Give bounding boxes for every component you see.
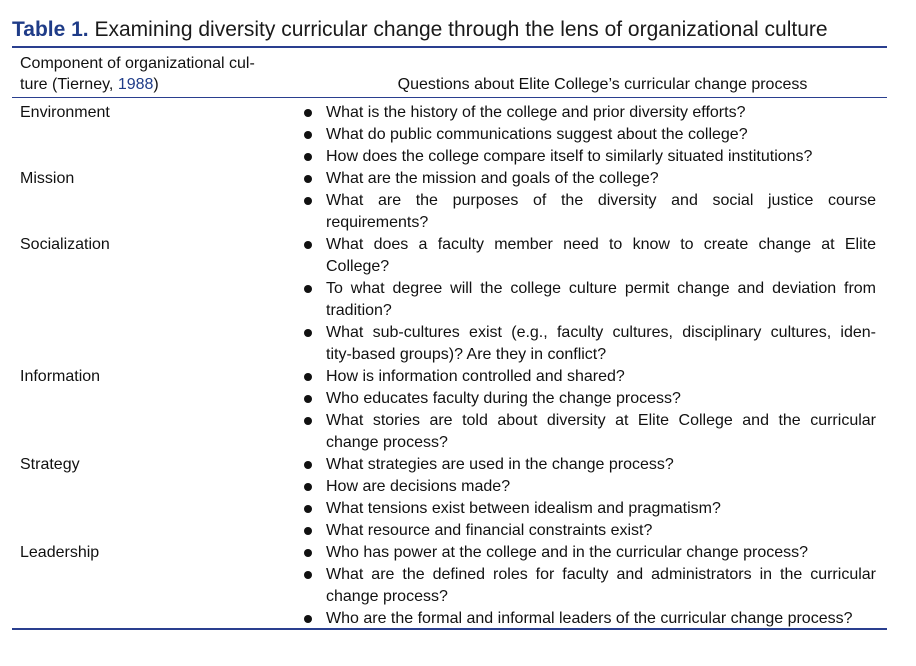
column-header-questions: Questions about Elite College’s curricul…	[397, 76, 808, 93]
question-line: What sub-cultures exist (e.g., faculty c…	[326, 324, 876, 341]
table-row: Leadership Who has power at the college a…	[0, 542, 916, 630]
bullet-icon	[304, 527, 312, 535]
question-line: What are the purposes of the diversity a…	[326, 192, 876, 209]
table-body: Environment What is the history of the co…	[0, 102, 916, 630]
question-line: Who educates faculty during the change p…	[326, 390, 681, 407]
bullet-icon	[304, 197, 312, 205]
bullet-icon	[304, 549, 312, 557]
top-rule	[12, 46, 887, 48]
question-line: College?	[326, 258, 390, 275]
question-item: What are the purposes of the diversity a…	[302, 190, 876, 234]
question-line: What resource and financial constraints …	[326, 522, 653, 539]
question-item: To what degree will the college culture …	[302, 278, 876, 322]
component-cell: Environment	[20, 104, 110, 121]
component-cell: Socialization	[20, 236, 110, 253]
question-item: What strategies are used in the change p…	[302, 454, 876, 476]
question-line: Who has power at the college and in the …	[326, 544, 809, 561]
component-cell: Leadership	[20, 544, 100, 561]
bullet-icon	[304, 505, 312, 513]
citation-year-link[interactable]: 1988	[117, 76, 154, 93]
question-line: What strategies are used in the change p…	[326, 456, 674, 473]
question-line: What is the history of the college and p…	[326, 104, 746, 121]
question-line: What are the defined roles for faculty a…	[326, 566, 876, 583]
component-cell: Strategy	[20, 456, 80, 473]
bullet-icon	[304, 285, 312, 293]
citation-author: ture (Tierney,	[20, 76, 118, 93]
question-item: Who has power at the college and in the …	[302, 542, 876, 564]
question-item: How are decisions made?	[302, 476, 876, 498]
question-line: How is information controlled and shared…	[326, 368, 625, 385]
question-list: What strategies are used in the change p…	[302, 454, 876, 542]
question-line: tity-based groups)? Are they in conflict…	[326, 346, 607, 363]
question-item: What resource and financial constraints …	[302, 520, 876, 542]
question-item: What do public communications suggest ab…	[302, 124, 876, 146]
bullet-icon	[304, 461, 312, 469]
question-list: What are the mission and goals of the co…	[302, 168, 876, 234]
question-item: What stories are told about diversity at…	[302, 410, 876, 454]
question-line: What are the mission and goals of the co…	[326, 170, 659, 187]
question-list: Who has power at the college and in the …	[302, 542, 876, 630]
question-list: What is the history of the college and p…	[302, 102, 876, 168]
question-item: What are the defined roles for faculty a…	[302, 564, 876, 608]
question-line: What stories are told about diversity at…	[326, 412, 876, 429]
bullet-icon	[304, 373, 312, 381]
question-item: What sub-cultures exist (e.g., faculty c…	[302, 322, 876, 366]
bullet-icon	[304, 615, 312, 623]
question-list: What does a faculty member need to know …	[302, 234, 876, 366]
citation-close: )	[153, 76, 159, 93]
question-line: To what degree will the college culture …	[326, 280, 876, 297]
bullet-icon	[304, 153, 312, 161]
question-line: tradition?	[326, 302, 392, 319]
table-title: Examining diversity curricular change th…	[94, 18, 828, 41]
table-row: Environment What is the history of the co…	[0, 102, 916, 168]
question-item: What tensions exist between idealism and…	[302, 498, 876, 520]
bullet-icon	[304, 483, 312, 491]
table-row: Information How is information controlled…	[0, 366, 916, 454]
column-header-component-line2: ture (Tierney, 1988)	[20, 74, 290, 95]
table-label: Table 1.	[12, 18, 89, 41]
column-header-component-line1: Component of organizational cul-	[20, 55, 255, 72]
question-item: What is the history of the college and p…	[302, 102, 876, 124]
bullet-icon	[304, 329, 312, 337]
question-line: What does a faculty member need to know …	[326, 236, 876, 253]
question-item: Who educates faculty during the change p…	[302, 388, 876, 410]
question-item: What does a faculty member need to know …	[302, 234, 876, 278]
question-line: What do public communications suggest ab…	[326, 126, 748, 143]
question-item: How does the college compare itself to s…	[302, 146, 876, 168]
bullet-icon	[304, 395, 312, 403]
bullet-icon	[304, 417, 312, 425]
question-item: Who are the formal and informal leaders …	[302, 608, 876, 630]
component-cell: Information	[20, 368, 101, 385]
column-header-component: Component of organizational cul- ture (T…	[20, 53, 290, 95]
table-row: Mission What are the mission and goals of…	[0, 168, 916, 234]
question-line: How does the college compare itself to s…	[326, 148, 813, 165]
question-line: How are decisions made?	[326, 478, 511, 495]
bottom-rule	[12, 628, 887, 630]
bullet-icon	[304, 131, 312, 139]
component-cell: Mission	[20, 170, 75, 187]
question-item: How is information controlled and shared…	[302, 366, 876, 388]
bullet-icon	[304, 175, 312, 183]
bullet-icon	[304, 109, 312, 117]
question-line: Who are the formal and informal leaders …	[326, 610, 853, 627]
question-line: change process?	[326, 434, 448, 451]
question-line: change process?	[326, 588, 448, 605]
bullet-icon	[304, 571, 312, 579]
table-caption: Table 1. Examining diversity curricular …	[12, 16, 892, 44]
question-list: How is information controlled and shared…	[302, 366, 876, 454]
table-row: Socialization What does a faculty member …	[0, 234, 916, 366]
question-line: requirements?	[326, 214, 429, 231]
question-item: What are the mission and goals of the co…	[302, 168, 876, 190]
header-rule	[12, 97, 887, 98]
bullet-icon	[304, 241, 312, 249]
question-line: What tensions exist between idealism and…	[326, 500, 721, 517]
table-row: Strategy What strategies are used in the …	[0, 454, 916, 542]
